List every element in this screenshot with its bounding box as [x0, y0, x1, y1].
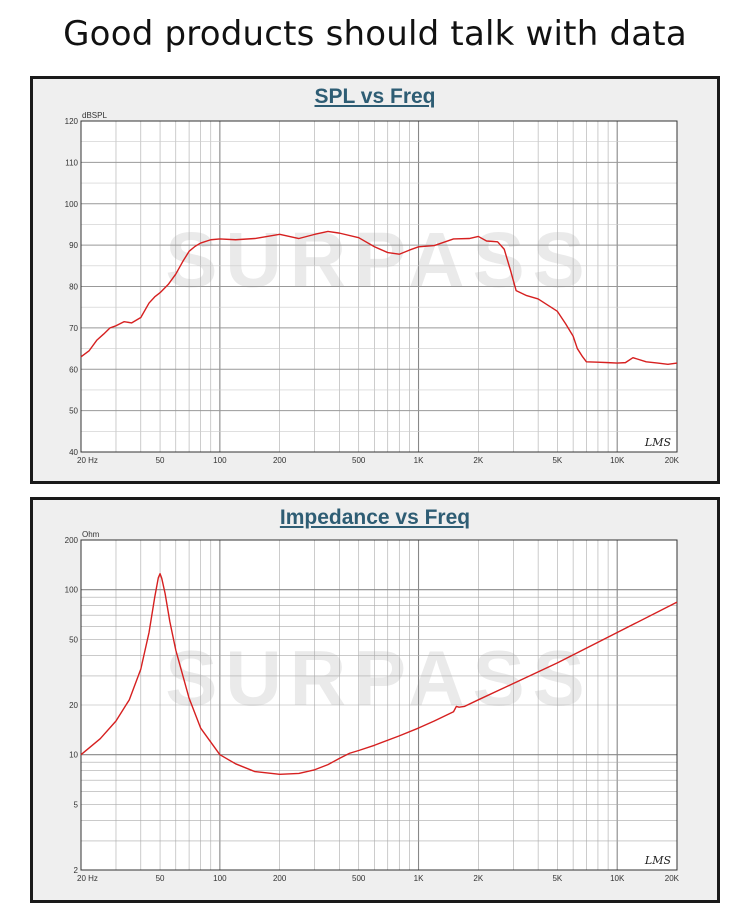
spl-x-tick-label: 2K: [473, 456, 483, 465]
spl-y-tick-label: 40: [69, 448, 78, 457]
impedance-chart-title: Impedance vs Freq: [279, 506, 471, 529]
spl-chart-panel: SPL vs Freq SURPASS 20 Hz 50 100 200 500 1K 2K 5…: [30, 76, 720, 484]
impedance-y-tick-label: 5: [74, 800, 79, 809]
impedance-y-tick-label: 10: [69, 751, 78, 760]
impedance-chart-panel: Impedance vs Freq SURPASS 20 Hz 50 100 200 50…: [30, 497, 720, 903]
spl-x-tick-label: 500: [352, 456, 366, 465]
spl-response-curve: [80, 230, 678, 365]
spl-y-tick-label: 50: [69, 407, 78, 416]
spl-y-tick-label: 110: [65, 158, 78, 167]
impedance-x-tick-label: 20K: [665, 874, 680, 883]
impedance-x-tick-label: 20 Hz: [77, 874, 98, 883]
impedance-chart-plot: SURPASS 20 Hz 50 100 200 500 1K 2K 5K 10K 20K 2 5 10 2…: [65, 530, 680, 883]
impedance-response-curve: [80, 572, 678, 776]
spl-chart-title: SPL vs Freq: [314, 85, 436, 108]
spl-chart-plot: SURPASS 20 Hz 50 100 200 500 1K 2K 5K 10K 20K 40 50 6…: [65, 111, 680, 465]
spl-x-tick-label: 20K: [665, 456, 680, 465]
page-headline: Good products should talk with data: [63, 14, 687, 54]
impedance-y-tick-label: 200: [65, 536, 79, 545]
impedance-y-tick-label: 20: [69, 701, 78, 710]
spl-y-tick-label: 60: [69, 365, 78, 374]
impedance-x-tick-label: 50: [156, 874, 165, 883]
spl-x-tick-label: 1K: [414, 456, 424, 465]
spl-x-tick-label: 5K: [552, 456, 562, 465]
impedance-y-tick-label: 2: [74, 866, 79, 875]
spl-x-tick-label: 20 Hz: [77, 456, 98, 465]
spl-watermark: SURPASS: [165, 216, 592, 304]
spl-y-tick-label: 120: [65, 117, 79, 126]
impedance-y-tick-label: 50: [69, 635, 78, 644]
impedance-x-tick-label: 100: [213, 874, 227, 883]
impedance-x-tick-label: 200: [273, 874, 287, 883]
impedance-x-tick-label: 5K: [552, 874, 562, 883]
impedance-x-tick-label: 1K: [414, 874, 424, 883]
impedance-x-tick-label: 10K: [610, 874, 625, 883]
spl-x-tick-label: 10K: [610, 456, 625, 465]
spl-lms-mark: LMS: [644, 436, 672, 449]
spl-y-tick-label: 90: [69, 241, 78, 250]
impedance-x-tick-label: 500: [352, 874, 366, 883]
impedance-watermark: SURPASS: [165, 634, 592, 722]
impedance-x-tick-label: 2K: [473, 874, 483, 883]
impedance-y-axis-unit: Ohm: [82, 530, 100, 539]
spl-y-tick-label: 70: [69, 324, 78, 333]
spl-y-axis-unit: dBSPL: [82, 111, 107, 120]
spl-x-tick-label: 200: [273, 456, 287, 465]
impedance-plot-frame: [80, 539, 678, 871]
spl-plot-frame: [80, 120, 678, 453]
impedance-lms-mark: LMS: [644, 854, 672, 867]
spl-y-tick-label: 80: [69, 283, 78, 292]
impedance-y-tick-label: 100: [65, 586, 79, 595]
spl-y-tick-label: 100: [65, 200, 79, 209]
spl-x-tick-label: 100: [213, 456, 227, 465]
spl-x-tick-label: 50: [156, 456, 165, 465]
